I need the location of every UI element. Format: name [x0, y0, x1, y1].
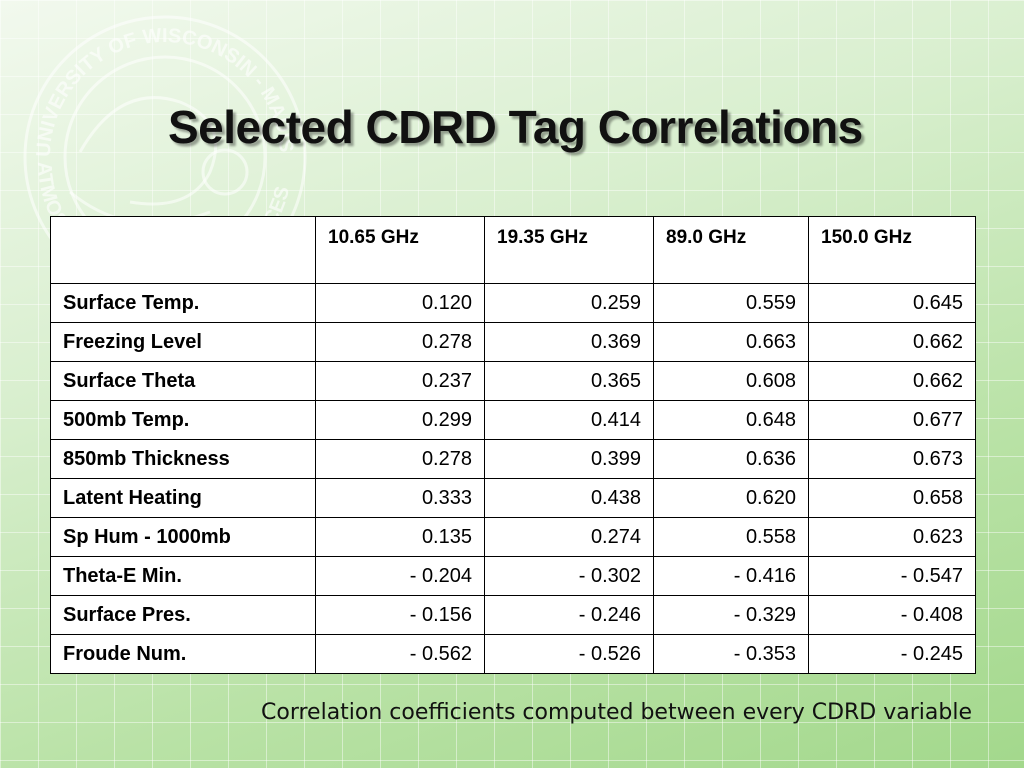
header-19-35-ghz: 19.35 GHz [484, 216, 654, 284]
header-corner [50, 216, 316, 284]
table-row: 850mb Thickness 0.278 0.399 0.636 0.673 [50, 439, 976, 479]
table-cell: - 0.245 [808, 634, 976, 674]
table-row: Theta-E Min. - 0.204 - 0.302 - 0.416 - 0… [50, 556, 976, 596]
table-cell: 0.299 [315, 400, 485, 440]
table-cell: 0.648 [653, 400, 809, 440]
header-89-0-ghz: 89.0 GHz [653, 216, 809, 284]
table-cell: 0.278 [315, 322, 485, 362]
table-cell: 0.636 [653, 439, 809, 479]
table-cell: 0.333 [315, 478, 485, 518]
row-label: Sp Hum - 1000mb [50, 517, 316, 557]
table-cell: - 0.156 [315, 595, 485, 635]
table-cell: 0.608 [653, 361, 809, 401]
table-row: Surface Pres. - 0.156 - 0.246 - 0.329 - … [50, 595, 976, 635]
table-cell: 0.438 [484, 478, 654, 518]
table-row: Latent Heating 0.333 0.438 0.620 0.658 [50, 478, 976, 518]
table-cell: 0.559 [653, 283, 809, 323]
row-label: Surface Theta [50, 361, 316, 401]
row-label: Freezing Level [50, 322, 316, 362]
table-cell: - 0.526 [484, 634, 654, 674]
table-cell: - 0.353 [653, 634, 809, 674]
row-label: 500mb Temp. [50, 400, 316, 440]
row-label: Surface Pres. [50, 595, 316, 635]
row-label: Surface Temp. [50, 283, 316, 323]
table-cell: 0.673 [808, 439, 976, 479]
table-cell: - 0.416 [653, 556, 809, 596]
table-cell: 0.274 [484, 517, 654, 557]
table-cell: 0.135 [315, 517, 485, 557]
table-cell: 0.237 [315, 361, 485, 401]
table-cell: - 0.547 [808, 556, 976, 596]
table-row: Freezing Level 0.278 0.369 0.663 0.662 [50, 322, 976, 362]
table-cell: - 0.246 [484, 595, 654, 635]
correlation-table: 10.65 GHz 19.35 GHz 89.0 GHz 150.0 GHz S… [50, 216, 976, 674]
table-cell: 0.120 [315, 283, 485, 323]
table-cell: 0.623 [808, 517, 976, 557]
table-cell: 0.645 [808, 283, 976, 323]
slide-title: Selected CDRD Tag Correlations [168, 101, 863, 153]
table-row: Froude Num. - 0.562 - 0.526 - 0.353 - 0.… [50, 634, 976, 674]
table-cell: - 0.329 [653, 595, 809, 635]
table-cell: 0.663 [653, 322, 809, 362]
table-cell: 0.558 [653, 517, 809, 557]
table-cell: - 0.302 [484, 556, 654, 596]
row-label: Froude Num. [50, 634, 316, 674]
table-cell: 0.677 [808, 400, 976, 440]
row-label: 850mb Thickness [50, 439, 316, 479]
table-row: Sp Hum - 1000mb 0.135 0.274 0.558 0.623 [50, 517, 976, 557]
table-cell: 0.399 [484, 439, 654, 479]
row-label: Latent Heating [50, 478, 316, 518]
table-row: Surface Theta 0.237 0.365 0.608 0.662 [50, 361, 976, 401]
table-cell: - 0.408 [808, 595, 976, 635]
table-row: 500mb Temp. 0.299 0.414 0.648 0.677 [50, 400, 976, 440]
table-cell: - 0.562 [315, 634, 485, 674]
header-10-65-ghz: 10.65 GHz [315, 216, 485, 284]
row-label: Theta-E Min. [50, 556, 316, 596]
header-150-0-ghz: 150.0 GHz [808, 216, 976, 284]
table-cell: 0.662 [808, 322, 976, 362]
table-cell: 0.414 [484, 400, 654, 440]
table-cell: 0.278 [315, 439, 485, 479]
table-cell: 0.658 [808, 478, 976, 518]
table-cell: 0.365 [484, 361, 654, 401]
table-cell: - 0.204 [315, 556, 485, 596]
table-cell: 0.259 [484, 283, 654, 323]
table-row: Surface Temp. 0.120 0.259 0.559 0.645 [50, 283, 976, 323]
slide-caption: Correlation coefficients computed betwee… [261, 700, 972, 725]
table-cell: 0.369 [484, 322, 654, 362]
table-cell: 0.662 [808, 361, 976, 401]
table-cell: 0.620 [653, 478, 809, 518]
table-header-row: 10.65 GHz 19.35 GHz 89.0 GHz 150.0 GHz [50, 216, 976, 284]
